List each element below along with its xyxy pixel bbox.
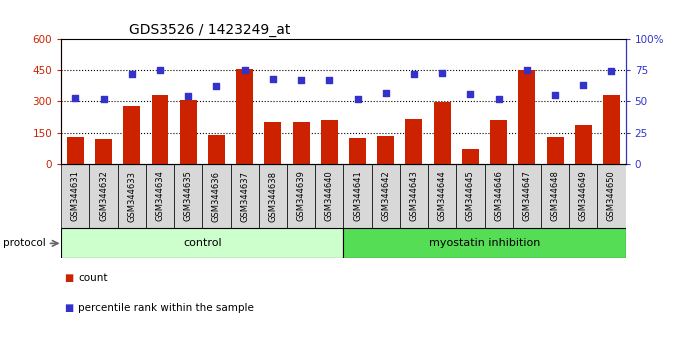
Point: [493, 96, 504, 102]
Bar: [405, 119, 422, 164]
Bar: [349, 138, 366, 164]
Bar: [321, 120, 338, 164]
Bar: [456, 164, 484, 228]
Bar: [513, 164, 541, 228]
Text: GSM344633: GSM344633: [127, 171, 136, 222]
Bar: [118, 164, 146, 228]
Text: protocol: protocol: [3, 238, 46, 249]
Point: [154, 67, 165, 73]
Text: percentile rank within the sample: percentile rank within the sample: [78, 303, 254, 313]
Text: GSM344634: GSM344634: [156, 171, 165, 222]
Bar: [343, 164, 371, 228]
Bar: [95, 139, 112, 164]
Text: myostatin inhibition: myostatin inhibition: [429, 238, 540, 249]
Text: GSM344637: GSM344637: [240, 171, 249, 222]
Bar: [575, 125, 592, 164]
Bar: [123, 105, 140, 164]
Bar: [236, 69, 253, 164]
Bar: [174, 164, 203, 228]
Text: GSM344638: GSM344638: [269, 171, 277, 222]
Text: GSM344645: GSM344645: [466, 171, 475, 221]
Bar: [428, 164, 456, 228]
Point: [465, 91, 476, 97]
Bar: [203, 164, 231, 228]
Bar: [67, 137, 84, 164]
Point: [324, 77, 335, 83]
Bar: [152, 95, 169, 164]
Point: [98, 96, 109, 102]
Point: [211, 84, 222, 89]
Bar: [180, 100, 197, 164]
Text: GSM344639: GSM344639: [296, 171, 305, 222]
Bar: [231, 164, 258, 228]
Bar: [343, 228, 626, 258]
Bar: [90, 164, 118, 228]
Text: GSM344644: GSM344644: [438, 171, 447, 221]
Bar: [400, 164, 428, 228]
Point: [409, 71, 420, 77]
Bar: [208, 135, 225, 164]
Bar: [484, 164, 513, 228]
Bar: [518, 70, 535, 164]
Bar: [316, 164, 343, 228]
Bar: [547, 137, 564, 164]
Text: GSM344641: GSM344641: [353, 171, 362, 221]
Point: [522, 67, 532, 73]
Bar: [462, 149, 479, 164]
Point: [549, 92, 560, 98]
Bar: [377, 136, 394, 164]
Text: GSM344631: GSM344631: [71, 171, 80, 222]
Bar: [569, 164, 597, 228]
Bar: [292, 122, 309, 164]
Point: [126, 71, 137, 77]
Text: ■: ■: [65, 303, 74, 313]
Point: [606, 69, 617, 74]
Bar: [603, 95, 620, 164]
Point: [352, 96, 363, 102]
Text: GSM344642: GSM344642: [381, 171, 390, 221]
Bar: [371, 164, 400, 228]
Point: [296, 77, 307, 83]
Text: ■: ■: [65, 273, 74, 282]
Text: control: control: [183, 238, 222, 249]
Point: [437, 70, 447, 75]
Point: [380, 90, 391, 96]
Text: GSM344636: GSM344636: [212, 171, 221, 222]
Text: GSM344632: GSM344632: [99, 171, 108, 222]
Point: [578, 82, 589, 88]
Point: [267, 76, 278, 82]
Point: [183, 93, 194, 99]
Text: GSM344643: GSM344643: [409, 171, 418, 222]
Text: GSM344646: GSM344646: [494, 171, 503, 222]
Point: [239, 67, 250, 73]
Text: GSM344640: GSM344640: [325, 171, 334, 221]
Text: GSM344649: GSM344649: [579, 171, 588, 221]
Bar: [61, 164, 90, 228]
Text: GDS3526 / 1423249_at: GDS3526 / 1423249_at: [129, 23, 290, 36]
Text: GSM344635: GSM344635: [184, 171, 192, 222]
Bar: [265, 122, 282, 164]
Point: [70, 95, 81, 101]
Bar: [490, 120, 507, 164]
Bar: [434, 102, 451, 164]
Bar: [287, 164, 315, 228]
Text: GSM344647: GSM344647: [522, 171, 531, 222]
Bar: [597, 164, 626, 228]
Bar: [541, 164, 569, 228]
Text: GSM344648: GSM344648: [551, 171, 560, 222]
Bar: [146, 164, 174, 228]
Bar: [258, 164, 287, 228]
Text: GSM344650: GSM344650: [607, 171, 616, 221]
Bar: [61, 228, 343, 258]
Text: count: count: [78, 273, 107, 282]
